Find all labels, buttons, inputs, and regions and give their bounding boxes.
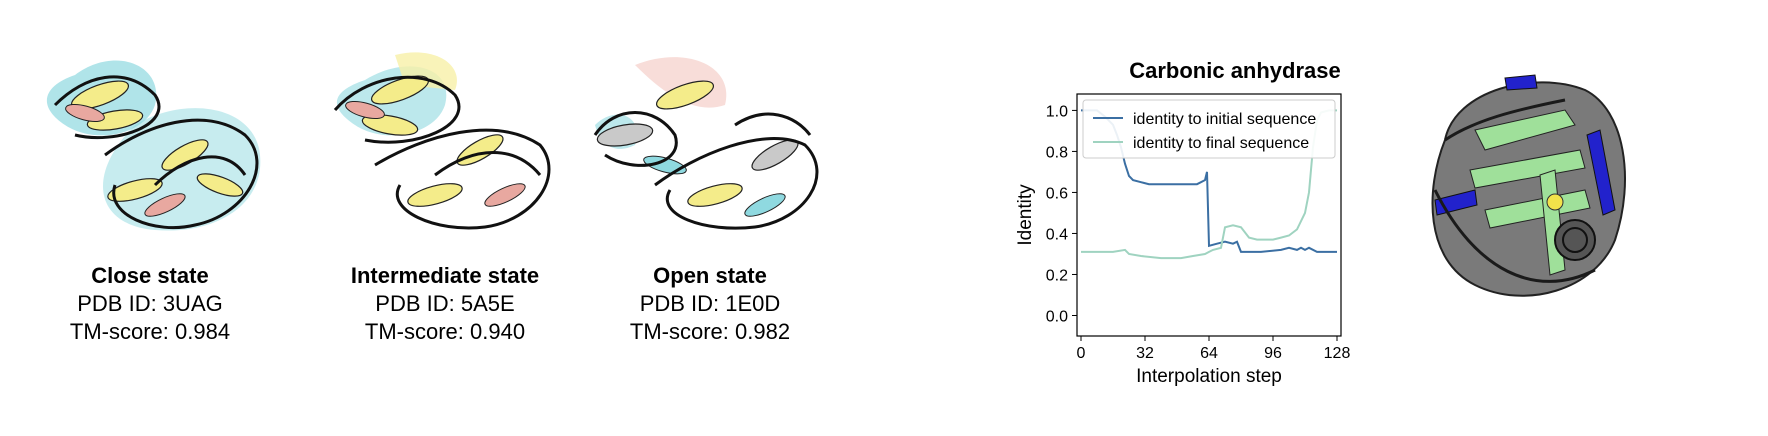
protein-structure-carbonic-anhydrase xyxy=(1415,70,1635,310)
state-name: Close state xyxy=(10,262,290,290)
y-tick-label: 1.0 xyxy=(1046,103,1068,120)
tm-score: TM-score: 0.982 xyxy=(570,318,850,346)
y-tick-label: 0.8 xyxy=(1046,144,1068,161)
x-tick-label: 32 xyxy=(1136,345,1154,362)
y-tick-label: 0.4 xyxy=(1046,226,1068,243)
state-name: Open state xyxy=(570,262,850,290)
x-tick-label: 96 xyxy=(1264,345,1282,362)
state-name: Intermediate state xyxy=(305,262,585,290)
protein-structure-open xyxy=(575,35,845,245)
legend-label: identity to initial sequence xyxy=(1133,111,1316,128)
x-tick-label: 0 xyxy=(1077,345,1086,362)
x-tick-label: 128 xyxy=(1324,345,1351,362)
x-tick-label: 64 xyxy=(1200,345,1218,362)
legend-label: identity to final sequence xyxy=(1133,135,1309,152)
tm-score: TM-score: 0.984 xyxy=(10,318,290,346)
x-axis-label: Interpolation step xyxy=(1136,366,1282,387)
identity-line-chart: Carbonic anhydrase 0.0 0.2 0.4 0.6 0.8 1.0 0 3… xyxy=(995,50,1395,390)
y-tick-label: 0.2 xyxy=(1046,267,1068,284)
caption-close-state: Close state PDB ID: 3UAG TM-score: 0.984 xyxy=(10,262,290,346)
pdb-id: PDB ID: 1E0D xyxy=(570,290,850,318)
tm-score: TM-score: 0.940 xyxy=(305,318,585,346)
caption-intermediate-state: Intermediate state PDB ID: 5A5E TM-score… xyxy=(305,262,585,346)
y-axis-label: Identity xyxy=(1015,184,1036,246)
protein-structure-close xyxy=(15,35,285,245)
caption-open-state: Open state PDB ID: 1E0D TM-score: 0.982 xyxy=(570,262,850,346)
pdb-id: PDB ID: 3UAG xyxy=(10,290,290,318)
legend: identity to initial sequence identity to … xyxy=(1083,100,1335,158)
y-tick-label: 0.6 xyxy=(1046,185,1068,202)
protein-structure-intermediate xyxy=(305,35,575,245)
chart-title: Carbonic anhydrase xyxy=(1129,58,1341,83)
pdb-id: PDB ID: 5A5E xyxy=(305,290,585,318)
y-tick-label: 0.0 xyxy=(1046,308,1068,325)
